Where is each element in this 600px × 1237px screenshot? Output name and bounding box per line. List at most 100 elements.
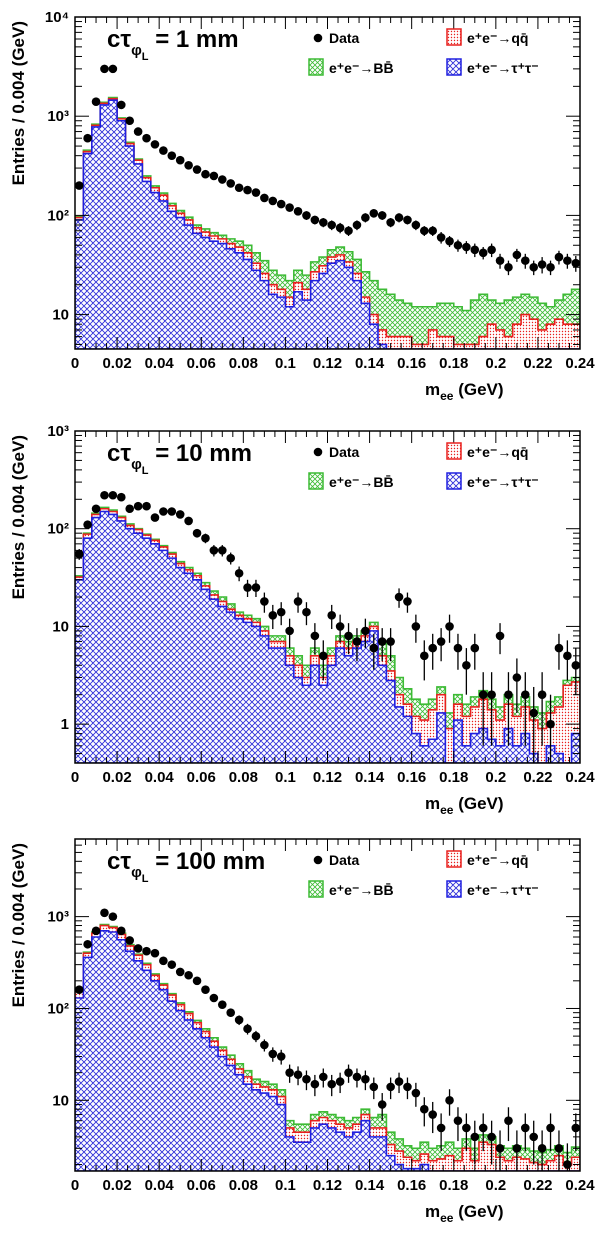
data-point [386,1082,395,1092]
y-tick-label: 10³ [47,423,69,440]
data-point [453,240,463,250]
data-point [108,912,118,921]
data-point [445,622,454,631]
data-point [529,1132,539,1142]
data-point [251,1031,261,1041]
data-point [546,262,555,272]
x-tick-label: 0.24 [565,1177,595,1194]
data-point [470,245,480,255]
data-point [217,1000,227,1009]
y-tick-label: 1 [61,716,69,733]
x-tick-label: 0.08 [229,1177,258,1194]
data-point [150,140,160,149]
data-point [302,607,311,617]
data-point [537,690,547,700]
legend: Data e⁺e⁻→qq̄ e⁺e⁻→BB̄ e⁺e⁻→τ⁺τ⁻ [308,442,539,490]
y-tick-label: 10² [47,1000,69,1017]
legend-bb-label: e⁺e⁻→BB̄ [329,473,394,490]
panel-title: cτφL = 100 mm [107,848,265,885]
data-point [192,165,202,174]
x-tick-label: 0.2 [485,769,506,786]
x-tick-label: 0.2 [485,1177,506,1194]
data-point [546,719,555,729]
data-point [100,490,109,500]
data-point [470,1132,480,1142]
data-point [377,211,387,220]
x-tick-label: 0.1 [275,1177,296,1194]
x-tick-label: 0.06 [187,769,216,786]
x-tick-label: 0.06 [187,1177,216,1194]
data-point [243,583,252,592]
legend-bb-label: e⁺e⁻→BB̄ [329,59,394,76]
legend-tautau-swatch [446,472,462,490]
x-tick-label: 0.04 [145,355,175,372]
data-point [495,631,505,641]
data-point [436,1123,446,1133]
data-point [411,220,421,230]
x-tick-label: 0.12 [313,355,342,372]
legend-data-label: Data [329,852,360,868]
legend-tautau-label: e⁺e⁻→τ⁺τ⁻ [467,474,539,490]
data-point [251,188,261,197]
data-point [512,250,522,260]
x-tick-label: 0.12 [313,1177,342,1194]
data-points [75,64,580,276]
data-point [268,1049,278,1059]
legend-tautau-label: e⁺e⁻→τ⁺τ⁻ [467,882,539,898]
data-point [344,631,353,641]
data-point [428,1110,438,1119]
data-point [394,1077,404,1086]
x-tick-label: 0.08 [229,769,258,786]
data-point [125,504,135,514]
data-point [419,226,429,236]
data-point [520,690,530,700]
data-point [75,549,84,559]
data-point [504,262,513,272]
x-tick-label: 0.22 [523,355,552,372]
data-point [285,626,294,636]
data-point [150,948,160,958]
histogram-tautau [75,510,580,763]
data-point [386,637,395,646]
data-point [83,133,92,143]
data-point [125,116,135,126]
y-axis-title: Entries / 0.004 (GeV) [9,435,28,599]
data-point [260,1040,269,1050]
x-tick-label: 0.18 [439,1177,468,1194]
x-tick-label: 0.24 [565,769,595,786]
data-point [327,610,337,620]
data-point [83,520,92,529]
y-tick-label: 10 [52,1092,69,1109]
legend-data-label: Data [329,30,360,46]
data-point [91,926,101,936]
data-point [546,1123,555,1133]
data-point [318,651,328,661]
data-point [142,133,151,143]
data-point [344,226,353,236]
x-tick-label: 0.04 [145,1177,175,1194]
data-point [175,155,185,165]
data-point [159,507,168,516]
x-tick-label: 0.16 [397,1177,426,1194]
data-point [563,651,572,661]
data-point [293,1070,303,1080]
data-point [361,1074,370,1084]
data-point [478,690,488,700]
data-point [175,967,185,977]
data-point [293,206,303,216]
x-tick-label: 0.22 [523,1177,552,1194]
data-point [226,1008,236,1017]
data-point [495,1144,505,1153]
x-tick-label: 0.02 [102,769,131,786]
data-point [209,993,219,1003]
data-point [445,236,454,246]
data-point [276,607,286,617]
data-point [260,597,269,606]
legend: Data e⁺e⁻→qq̄ e⁺e⁻→BB̄ e⁺e⁻→τ⁺τ⁻ [308,28,539,76]
y-tick-label: 10² [47,521,69,538]
data-point [504,690,513,700]
data-point [487,245,496,255]
data-point [529,262,539,272]
